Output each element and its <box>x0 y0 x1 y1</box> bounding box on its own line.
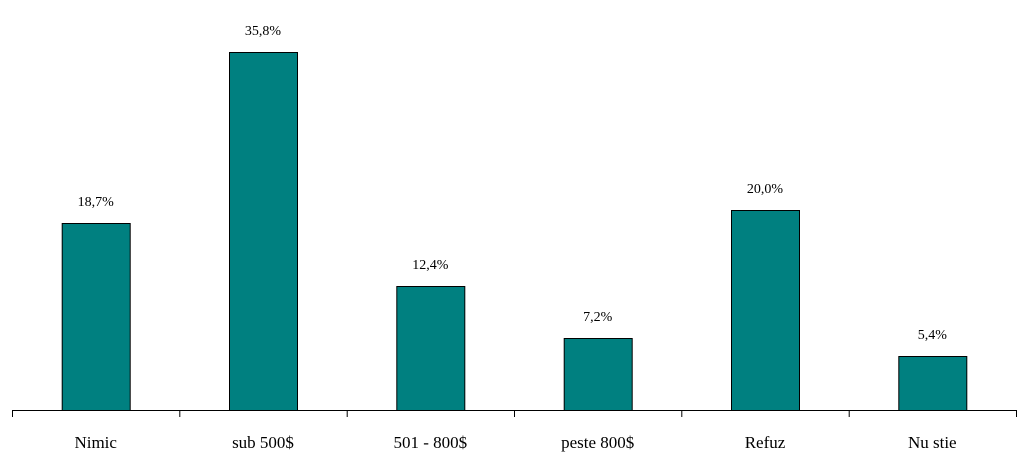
value-labels-layer: 18,7% 35,8% 12,4% 7,2% 20,0% 5,4% <box>78 24 948 343</box>
bar-refuz <box>731 210 800 411</box>
value-label-sub-500: 35,8% <box>245 24 282 39</box>
category-label-nu-stie: Nu stie <box>908 433 957 452</box>
bar-peste-800 <box>563 338 633 411</box>
category-label-501-800: 501 - 800$ <box>393 433 467 452</box>
x-axis-ticks <box>12 410 1017 417</box>
value-label-nu-stie: 5,4% <box>918 328 948 343</box>
bar-501-800 <box>396 286 466 411</box>
bar-nu-stie <box>898 356 968 411</box>
category-label-nimic: Nimic <box>74 433 117 452</box>
bars-layer <box>61 52 968 411</box>
bar-sub-500 <box>229 52 298 411</box>
category-label-refuz: Refuz <box>745 433 786 452</box>
value-label-peste-800: 7,2% <box>583 310 613 325</box>
value-label-nimic: 18,7% <box>78 195 115 210</box>
value-label-refuz: 20,0% <box>747 182 784 197</box>
category-label-sub-500: sub 500$ <box>232 433 294 452</box>
bar-nimic <box>61 223 131 411</box>
category-label-peste-800: peste 800$ <box>561 433 634 452</box>
value-label-501-800: 12,4% <box>412 258 449 273</box>
category-labels-layer: Nimic sub 500$ 501 - 800$ peste 800$ Refuz Nu… <box>74 433 956 452</box>
